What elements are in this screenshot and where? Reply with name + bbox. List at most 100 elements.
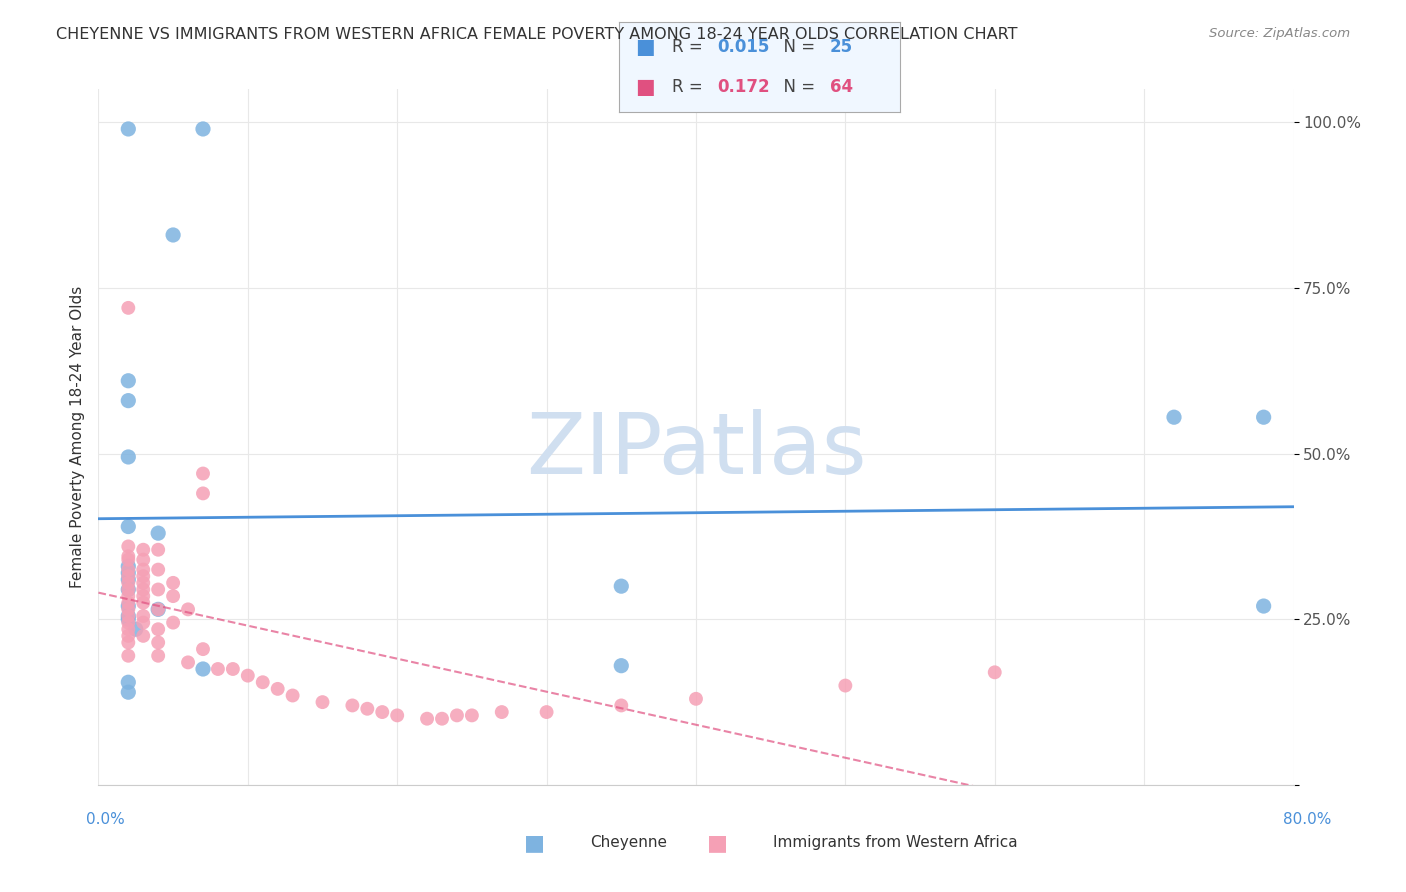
Point	[177, 602, 200, 616]
Point	[491, 705, 513, 719]
Text: Cheyenne: Cheyenne	[591, 836, 668, 850]
Point	[117, 374, 139, 388]
Point	[132, 589, 155, 603]
Point	[222, 662, 245, 676]
Point	[430, 712, 453, 726]
Text: ■: ■	[636, 77, 655, 96]
Point	[162, 227, 184, 242]
Point	[117, 301, 139, 315]
Point	[610, 579, 633, 593]
Point	[267, 681, 290, 696]
Point	[117, 450, 139, 464]
Point	[117, 582, 139, 597]
Point	[117, 675, 139, 690]
Text: 0.0%: 0.0%	[86, 812, 125, 827]
Point	[236, 668, 259, 682]
Point	[117, 629, 139, 643]
Point	[117, 573, 139, 587]
Point	[356, 702, 378, 716]
Point	[191, 642, 214, 657]
Point	[207, 662, 229, 676]
Point	[132, 552, 155, 566]
Text: N =: N =	[773, 38, 821, 56]
Point	[132, 615, 155, 630]
Point	[1253, 410, 1275, 425]
Point	[125, 622, 148, 636]
Text: Source: ZipAtlas.com: Source: ZipAtlas.com	[1209, 27, 1350, 40]
Point	[117, 566, 139, 580]
Text: 80.0%: 80.0%	[1284, 812, 1331, 827]
Point	[148, 563, 170, 577]
Point	[117, 609, 139, 624]
Point	[117, 622, 139, 636]
Point	[610, 698, 633, 713]
Point	[834, 679, 856, 693]
Point	[148, 526, 170, 541]
Point	[132, 569, 155, 583]
Point	[148, 602, 170, 616]
Point	[191, 467, 214, 481]
Point	[1253, 599, 1275, 613]
Point	[117, 635, 139, 649]
Point	[416, 712, 439, 726]
Point	[117, 549, 139, 564]
Text: Immigrants from Western Africa: Immigrants from Western Africa	[773, 836, 1018, 850]
Text: R =: R =	[672, 38, 709, 56]
Text: 0.015: 0.015	[717, 38, 769, 56]
Point	[117, 599, 139, 613]
Point	[536, 705, 558, 719]
Text: R =: R =	[672, 78, 709, 95]
Point	[162, 615, 184, 630]
Point	[252, 675, 274, 690]
Point	[117, 648, 139, 663]
Point	[132, 609, 155, 624]
Text: ■: ■	[636, 37, 655, 57]
Point	[117, 559, 139, 574]
Text: CHEYENNE VS IMMIGRANTS FROM WESTERN AFRICA FEMALE POVERTY AMONG 18-24 YEAR OLDS : CHEYENNE VS IMMIGRANTS FROM WESTERN AFRI…	[56, 27, 1018, 42]
Point	[132, 629, 155, 643]
Point	[117, 393, 139, 408]
Point	[132, 575, 155, 590]
Point	[446, 708, 468, 723]
Point	[117, 589, 139, 603]
Point	[117, 609, 139, 624]
Point	[132, 596, 155, 610]
Point	[117, 615, 139, 630]
Point	[461, 708, 484, 723]
Point	[385, 708, 409, 723]
Point	[191, 122, 214, 136]
Point	[984, 665, 1007, 680]
Point	[148, 635, 170, 649]
Point	[371, 705, 394, 719]
Point	[117, 575, 139, 590]
Point	[1163, 410, 1185, 425]
Point	[117, 122, 139, 136]
Point	[148, 622, 170, 636]
Point	[191, 662, 214, 676]
Point	[148, 582, 170, 597]
Text: 64: 64	[830, 78, 852, 95]
Point	[148, 648, 170, 663]
Point	[117, 582, 139, 597]
Point	[177, 656, 200, 670]
Point	[132, 563, 155, 577]
Point	[117, 685, 139, 699]
Point	[685, 691, 707, 706]
Text: 0.172: 0.172	[717, 78, 769, 95]
Point	[117, 612, 139, 626]
Point	[117, 552, 139, 566]
Text: N =: N =	[773, 78, 821, 95]
Y-axis label: Female Poverty Among 18-24 Year Olds: Female Poverty Among 18-24 Year Olds	[69, 286, 84, 588]
Point	[117, 563, 139, 577]
Point	[132, 542, 155, 557]
Text: ZIPatlas: ZIPatlas	[526, 409, 866, 492]
Point	[117, 540, 139, 554]
Text: 25: 25	[830, 38, 852, 56]
Text: ■: ■	[524, 833, 544, 853]
Point	[281, 689, 304, 703]
Point	[117, 569, 139, 583]
Point	[148, 602, 170, 616]
Point	[148, 542, 170, 557]
Point	[311, 695, 333, 709]
Text: ■: ■	[707, 833, 727, 853]
